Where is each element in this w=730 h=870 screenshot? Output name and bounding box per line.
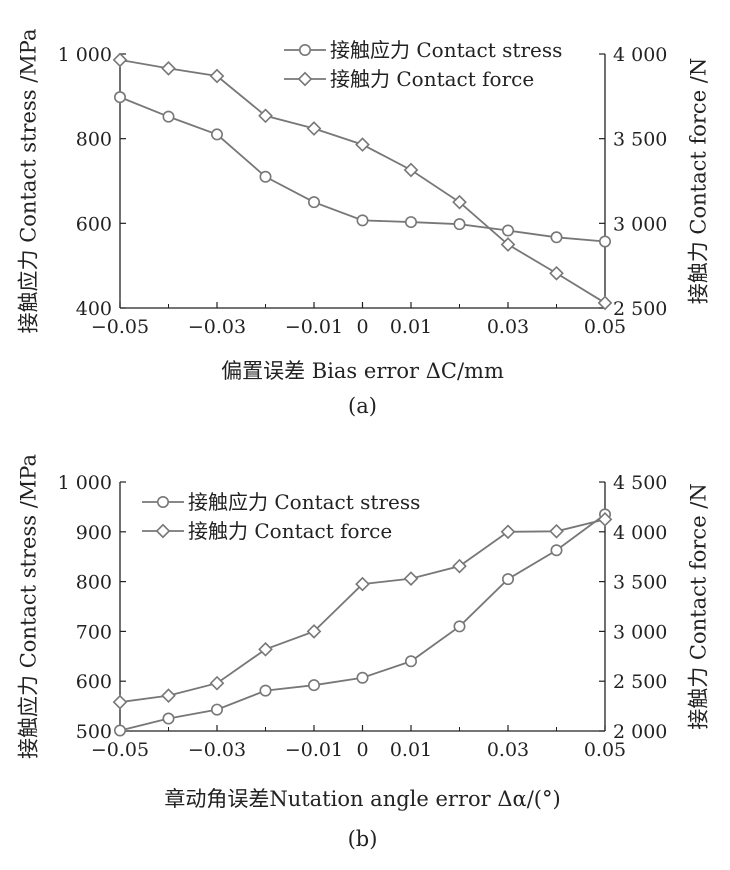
y-tick-label: 800 — [76, 572, 112, 594]
data-point-contact-stress — [307, 196, 320, 209]
data-point-contact-stress — [211, 703, 224, 716]
data-point-contact-force — [597, 512, 613, 527]
data-point-contact-stress — [162, 712, 175, 725]
data-point-contact-force — [355, 576, 370, 592]
data-point-contact-stress — [501, 224, 514, 237]
x-tick-label: 0.05 — [584, 739, 626, 761]
data-point-contact-stress — [211, 128, 224, 141]
data-point-contact-force — [258, 108, 273, 124]
data-point-contact-force — [209, 68, 225, 84]
data-point-contact-force — [161, 61, 176, 76]
data-point-contact-stress — [356, 214, 369, 227]
x-tick-label: 0.03 — [487, 316, 529, 338]
y2-tick-label: 4 500 — [613, 472, 667, 494]
x-tick-label: −0.03 — [188, 316, 246, 338]
y2-tick-label: 2 500 — [613, 671, 667, 693]
data-point-contact-force — [403, 162, 419, 178]
y-tick-label: 800 — [76, 129, 112, 151]
data-point-contact-stress — [598, 235, 611, 248]
legend-label-contact-stress: 接触应力 Contact stress — [188, 490, 420, 514]
data-point-contact-force — [403, 571, 419, 586]
panel-label: (a) — [348, 394, 377, 418]
y2-tick-label: 3 500 — [613, 129, 667, 151]
y-tick-label: 1 000 — [58, 44, 112, 66]
legend-label-contact-stress: 接触应力 Contact stress — [330, 38, 562, 62]
y2-tick-label: 3 000 — [613, 213, 667, 235]
y-tick-label: 500 — [76, 721, 112, 743]
data-point-contact-force — [549, 523, 564, 539]
panel-label: (b) — [348, 827, 378, 851]
series-line-contact-force — [119, 59, 606, 304]
chart-panel-b: −0.05 −0.03 −0.01 0 0.01 0.03 0.05 500 600 700 800… — [17, 454, 711, 851]
x-tick-label: 0 — [356, 739, 368, 761]
data-point-contact-force — [500, 237, 516, 252]
x-tick-label: 0.01 — [390, 316, 432, 338]
data-point-contact-force — [452, 194, 467, 210]
chart-panel-a: −0.05 −0.03 −0.01 0 0.01 0.03 0.05 400 600 800 1 0… — [17, 29, 711, 418]
y2-tick-label: 3 500 — [613, 572, 667, 594]
data-point-contact-stress — [162, 110, 175, 123]
data-point-contact-force — [549, 265, 564, 281]
data-point-contact-force — [452, 558, 467, 574]
x-tick-label: 0 — [356, 316, 368, 338]
x-tick-label: 0.01 — [390, 739, 432, 761]
y-tick-label: 600 — [76, 671, 112, 693]
x-axis-title: 偏置误差 Bias error ΔC/mm — [221, 359, 504, 383]
y2-axis-title: 接触力 Contact force /N — [687, 58, 711, 305]
data-point-contact-stress — [453, 218, 466, 231]
x-tick-label: −0.05 — [91, 316, 149, 338]
data-point-contact-stress — [259, 684, 272, 697]
data-point-contact-stress — [307, 679, 320, 692]
data-point-contact-stress — [356, 671, 369, 684]
data-point-contact-stress — [453, 620, 466, 633]
y-tick-label: 600 — [76, 213, 112, 235]
x-axis-title: 章动角误差Nutation angle error Δα/(°) — [164, 787, 560, 811]
legend-marker-contact-force — [297, 71, 313, 87]
legend-marker-contact-stress — [298, 43, 311, 56]
data-point-contact-force — [597, 295, 613, 311]
data-point-contact-force — [112, 694, 128, 710]
data-point-contact-force — [355, 137, 370, 152]
data-point-contact-force — [112, 52, 128, 68]
data-point-contact-force — [258, 641, 273, 657]
y2-tick-label: 4 000 — [613, 44, 667, 66]
y-tick-label: 400 — [76, 298, 112, 320]
x-tick-label: −0.05 — [91, 739, 149, 761]
data-point-contact-stress — [550, 544, 563, 557]
y-axis-title: 接触应力 Contact stress /MPa — [17, 29, 41, 334]
data-point-contact-stress — [114, 724, 127, 737]
data-point-contact-stress — [404, 216, 417, 229]
y2-tick-label: 3 000 — [613, 621, 667, 643]
data-point-contact-stress — [259, 170, 272, 183]
x-tick-label: −0.01 — [285, 316, 343, 338]
data-point-contact-stress — [501, 573, 514, 586]
data-point-contact-stress — [114, 91, 127, 104]
x-tick-label: −0.03 — [188, 739, 246, 761]
y2-tick-label: 2 000 — [613, 721, 667, 743]
data-point-contact-force — [161, 688, 176, 703]
x-tick-label: 0.05 — [584, 316, 626, 338]
data-point-contact-force — [209, 675, 225, 691]
y-tick-label: 1 000 — [58, 472, 112, 494]
data-point-contact-force — [500, 524, 516, 540]
legend-label-contact-force: 接触力 Contact force — [330, 67, 534, 91]
data-point-contact-stress — [404, 655, 417, 668]
y2-tick-label: 4 000 — [613, 522, 667, 544]
legend-marker-contact-stress — [157, 495, 170, 508]
data-point-contact-force — [306, 121, 322, 136]
x-tick-label: 0.03 — [487, 739, 529, 761]
y2-axis-title: 接触力 Contact force /N — [687, 483, 711, 730]
y-tick-label: 900 — [76, 522, 112, 544]
series-line-contact-stress — [119, 513, 606, 732]
data-point-contact-stress — [550, 231, 563, 244]
legend-marker-contact-force — [155, 523, 171, 539]
data-point-contact-force — [306, 624, 322, 639]
y2-tick-label: 2 500 — [613, 298, 667, 320]
x-tick-label: −0.01 — [285, 739, 343, 761]
legend-label-contact-force: 接触力 Contact force — [188, 519, 392, 543]
y-axis-title: 接触应力 Contact stress /MPa — [17, 454, 41, 759]
y-tick-label: 700 — [76, 621, 112, 643]
